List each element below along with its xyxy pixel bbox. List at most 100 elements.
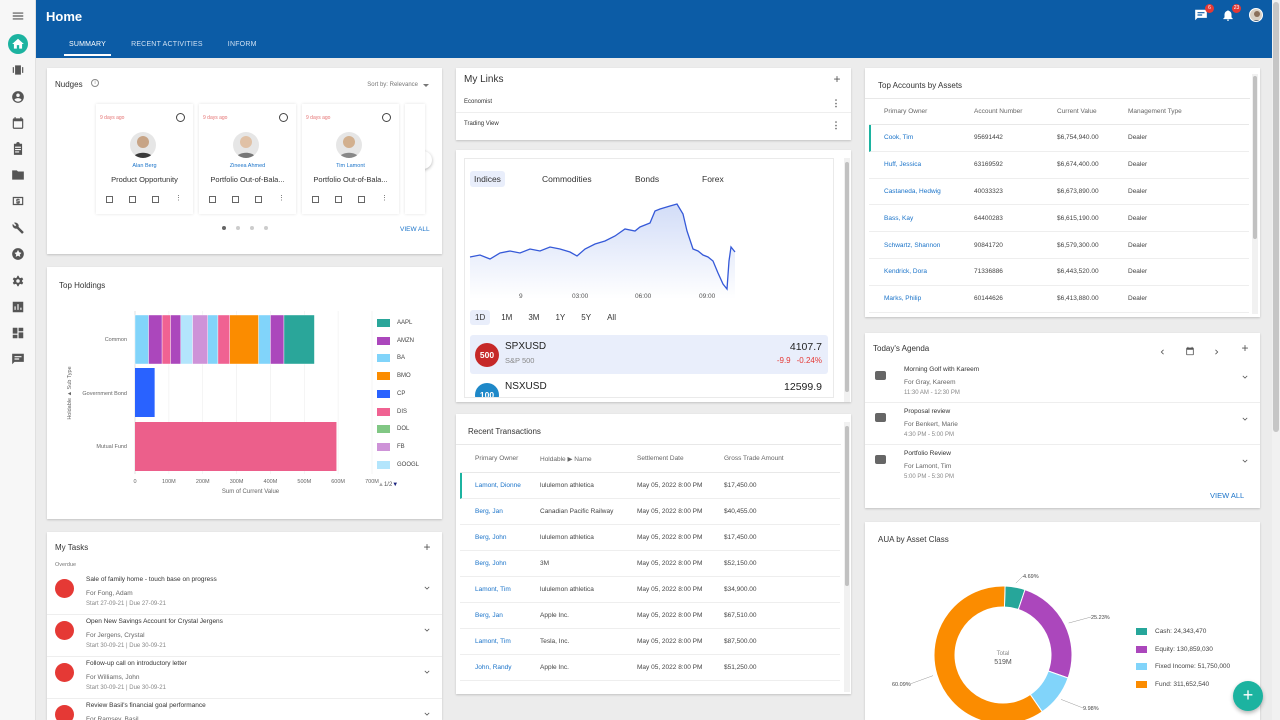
page-scrollbar-thumb[interactable] bbox=[1273, 2, 1279, 432]
nudge-card[interactable]: 9 days ago Zineea Ahmed Portfolio Out-of-B… bbox=[199, 104, 296, 214]
table-row[interactable]: Marks, Philip 60144626 $6,413,880.00 Dealer bbox=[869, 286, 1249, 313]
owner-link[interactable]: Kendrick, Dora bbox=[884, 268, 927, 276]
clipboard-icon[interactable] bbox=[9, 140, 27, 158]
add-agenda-button[interactable]: + bbox=[1241, 341, 1249, 355]
mail-icon[interactable] bbox=[152, 196, 159, 203]
table-row[interactable]: Kendrick, Dora 71336886 $6,443,520.00 Deale… bbox=[869, 259, 1249, 286]
nudge-card[interactable]: 9 days ago Tim Lamont Portfolio Out-of-Bal… bbox=[302, 104, 399, 214]
bar-segment[interactable] bbox=[217, 314, 230, 365]
home-icon[interactable] bbox=[8, 34, 28, 54]
menu-icon[interactable] bbox=[9, 7, 27, 25]
column-header[interactable]: Primary Owner bbox=[475, 455, 519, 463]
calendar-icon[interactable] bbox=[106, 196, 113, 203]
range-button[interactable]: 1M bbox=[501, 313, 513, 322]
table-row[interactable]: Lamont, Tim lululemon athletica May 05, 20… bbox=[460, 577, 840, 603]
legend-item[interactable]: BA bbox=[377, 354, 405, 363]
bar-segment[interactable] bbox=[270, 314, 285, 365]
table-row[interactable]: John, Randy Apple Inc. May 05, 2022 8:00 P… bbox=[460, 655, 840, 681]
agenda-item[interactable]: Morning Golf with Kareem For Gray, Kareem… bbox=[865, 361, 1260, 403]
carousel-dot[interactable] bbox=[250, 226, 254, 230]
owner-link[interactable]: Lamont, Dionne bbox=[475, 481, 521, 489]
tab-inform[interactable]: INFORM bbox=[227, 41, 257, 48]
owner-link[interactable]: John, Randy bbox=[475, 663, 512, 671]
task-item[interactable]: Sale of family home - touch base on prog… bbox=[47, 573, 442, 615]
owner-link[interactable]: Marks, Philip bbox=[884, 295, 922, 303]
dollar-icon[interactable] bbox=[9, 192, 27, 210]
owner-link[interactable]: Castaneda, Hedwig bbox=[884, 187, 941, 195]
chat-icon[interactable] bbox=[9, 350, 27, 368]
column-header[interactable]: Account Number bbox=[974, 108, 1023, 115]
owner-link[interactable]: Lamont, Tim bbox=[475, 637, 511, 645]
calendar-icon[interactable] bbox=[209, 196, 216, 203]
tab-summary[interactable]: SUMMARY bbox=[64, 38, 112, 56]
legend-item[interactable]: Cash: 24,343,470 bbox=[1136, 628, 1206, 635]
user-avatar[interactable] bbox=[1249, 8, 1263, 22]
column-header[interactable]: Current Value bbox=[1057, 108, 1097, 115]
quote-row[interactable]: 100 NSXUSD Nasdaq 100 12599.9 -17.2 -0.14% bbox=[470, 375, 828, 397]
nudges-view-all[interactable]: VIEW ALL bbox=[400, 226, 430, 233]
star-badge-icon[interactable] bbox=[9, 245, 27, 263]
donut-slice[interactable] bbox=[933, 585, 1043, 720]
bar-chart-icon[interactable] bbox=[9, 298, 27, 316]
table-row[interactable]: Huff, Jessica 63169592 $6,674,400.00 Dealer bbox=[869, 152, 1249, 179]
more-icon[interactable]: ⋮ bbox=[278, 195, 285, 202]
info-icon[interactable]: i bbox=[91, 79, 99, 87]
add-task-button[interactable]: + bbox=[423, 540, 431, 554]
mail-icon[interactable] bbox=[358, 196, 365, 203]
owner-link[interactable]: Berg, Jan bbox=[475, 507, 503, 515]
column-header[interactable]: Primary Owner bbox=[884, 108, 928, 115]
bell-icon[interactable]: 23 bbox=[1221, 4, 1241, 22]
agenda-view-all[interactable]: VIEW ALL bbox=[1210, 491, 1245, 500]
sort-arrow-icon[interactable] bbox=[423, 84, 429, 87]
owner-link[interactable]: Berg, John bbox=[475, 533, 507, 541]
bar-segment[interactable] bbox=[180, 314, 193, 365]
owner-link[interactable]: Berg, John bbox=[475, 559, 507, 567]
expand-chevron-icon[interactable] bbox=[1240, 411, 1250, 421]
legend-item[interactable]: GOOGL bbox=[377, 460, 419, 469]
expand-chevron-icon[interactable] bbox=[1240, 453, 1250, 463]
carousel-dot[interactable] bbox=[236, 226, 240, 230]
legend-item[interactable]: DIS bbox=[377, 407, 407, 416]
prev-day-icon[interactable] bbox=[1157, 344, 1167, 355]
market-tab-commodities[interactable]: Commodities bbox=[542, 174, 592, 184]
column-header[interactable]: Gross Trade Amount bbox=[724, 455, 784, 463]
bar-government-bond[interactable] bbox=[135, 368, 155, 417]
bar-mutual-fund[interactable] bbox=[135, 422, 337, 471]
expand-chevron-icon[interactable] bbox=[422, 664, 432, 674]
legend-pager[interactable]: ▲1/2▼ bbox=[378, 482, 398, 488]
carousel-dot[interactable] bbox=[264, 226, 268, 230]
bar-segment[interactable] bbox=[229, 314, 259, 365]
clipboard-icon[interactable] bbox=[335, 196, 342, 203]
history-icon[interactable] bbox=[279, 113, 288, 122]
table-row[interactable]: Cook, Tim 95691442 $6,754,940.00 Dealer bbox=[869, 125, 1249, 152]
legend-prev-icon[interactable]: ▲ bbox=[378, 482, 384, 488]
next-day-icon[interactable] bbox=[1212, 344, 1222, 355]
donut-slice[interactable] bbox=[1017, 588, 1073, 679]
task-item[interactable]: Follow-up call on introductory letter For… bbox=[47, 657, 442, 699]
expand-chevron-icon[interactable] bbox=[422, 622, 432, 632]
legend-item[interactable]: CP bbox=[377, 389, 405, 398]
person-icon[interactable] bbox=[9, 88, 27, 106]
tab-recent-activities[interactable]: RECENT ACTIVITIES bbox=[131, 41, 203, 48]
legend-item[interactable]: DOL bbox=[377, 425, 409, 434]
page-scrollbar[interactable] bbox=[1272, 0, 1280, 720]
legend-next-icon[interactable]: ▼ bbox=[392, 482, 399, 488]
owner-link[interactable]: Lamont, Tim bbox=[475, 585, 511, 593]
calendar-icon[interactable] bbox=[312, 196, 319, 203]
folder-icon[interactable] bbox=[9, 166, 27, 184]
mail-icon[interactable] bbox=[255, 196, 262, 203]
link-menu-icon[interactable]: ⋮ bbox=[831, 120, 841, 130]
carousel-dot[interactable] bbox=[222, 226, 226, 230]
calendar-icon[interactable] bbox=[9, 114, 27, 132]
legend-item[interactable]: BMO bbox=[377, 372, 411, 381]
market-tab-indices[interactable]: Indices bbox=[470, 171, 505, 187]
expand-chevron-icon[interactable] bbox=[422, 706, 432, 716]
agenda-item[interactable]: Proposal review For Benkert, Marie 4:30 PM… bbox=[865, 403, 1260, 445]
link-trading-view[interactable]: Trading View bbox=[464, 121, 499, 127]
wrench-icon[interactable] bbox=[9, 219, 27, 237]
table-row[interactable]: Lamont, Tim Tesla, Inc. May 05, 2022 8:00 … bbox=[460, 629, 840, 655]
gear-icon[interactable] bbox=[9, 272, 27, 290]
clipboard-icon[interactable] bbox=[232, 196, 239, 203]
table-row[interactable]: Berg, John 3M May 05, 2022 8:00 PM $52,150.… bbox=[460, 551, 840, 577]
range-button[interactable]: 1D bbox=[470, 310, 491, 325]
